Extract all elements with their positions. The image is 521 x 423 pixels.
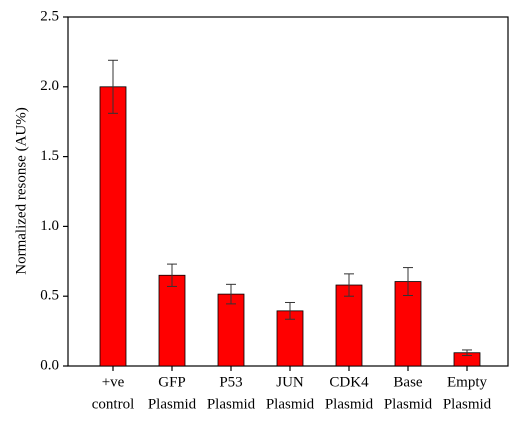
x-tick-label: JUN (276, 374, 304, 390)
x-tick-label: CDK4 (329, 374, 369, 390)
y-tick-label: 1.0 (40, 218, 59, 234)
x-tick-label: Plasmid (384, 396, 433, 412)
x-tick-label: Plasmid (207, 396, 256, 412)
bar (335, 284, 363, 367)
x-tick-label: Plasmid (266, 396, 315, 412)
bar (217, 293, 245, 367)
y-tick-label: 2.5 (40, 8, 59, 24)
x-tick-label: Plasmid (148, 396, 197, 412)
bar (99, 86, 127, 367)
x-tick-label: P53 (219, 374, 242, 390)
y-tick-label: 0.5 (40, 288, 59, 304)
x-tick-label: +ve (102, 374, 125, 390)
bar (276, 310, 304, 367)
y-tick-label: 0.0 (40, 357, 59, 373)
x-tick-label: Plasmid (443, 396, 492, 412)
x-tick-label: Base (393, 374, 423, 390)
x-tick-label: GFP (158, 374, 186, 390)
x-tick-label: Plasmid (325, 396, 374, 412)
x-tick-label: Empty (447, 374, 487, 390)
x-tick-label: control (92, 396, 135, 412)
bar (158, 274, 186, 367)
y-tick-label: 2.0 (40, 78, 59, 94)
y-axis-label: Normalized resonse (AU%) (13, 107, 29, 274)
y-tick-label: 1.5 (40, 148, 59, 164)
